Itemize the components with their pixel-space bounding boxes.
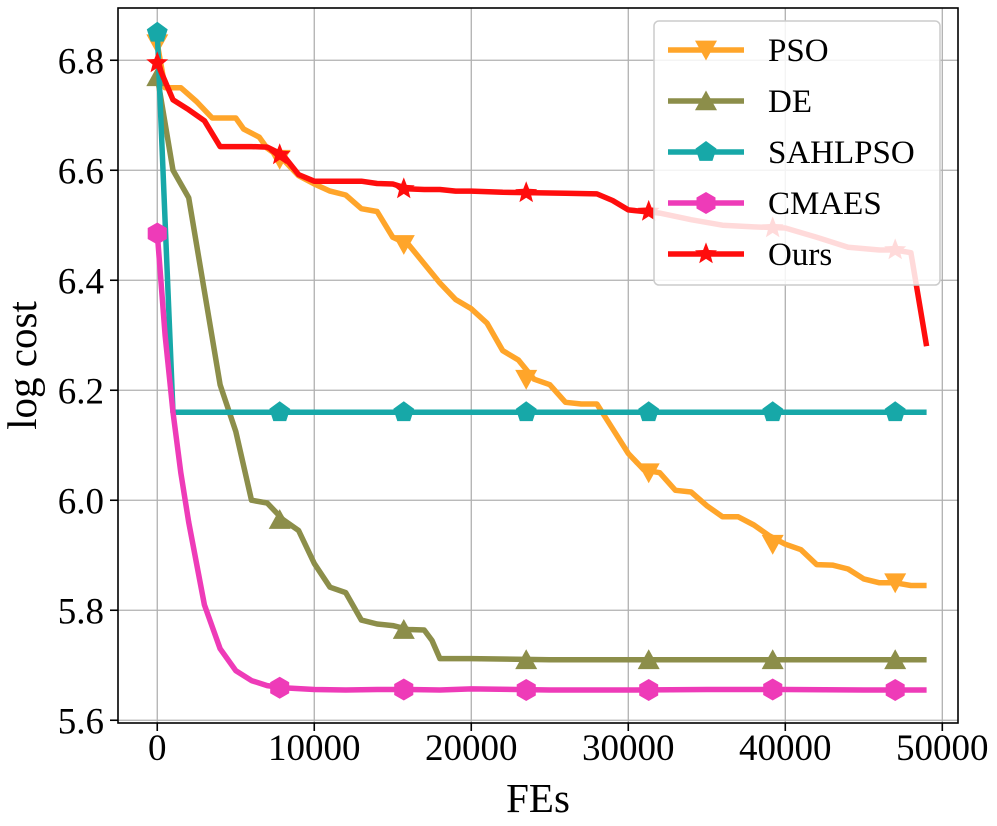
legend-marker-de [695,90,717,111]
data-point-sahlpso [269,401,291,422]
x-tick-label: 50000 [896,728,989,769]
x-tick-label: 40000 [739,728,832,769]
data-point-de [392,619,415,639]
series-cmaes [147,222,927,701]
x-tick-label: 0 [148,728,167,769]
data-point-sahlpso [762,401,784,422]
legend-entry-de: DE [668,84,812,120]
y-tick-label: 6.0 [58,481,104,522]
y-tick-label: 6.2 [58,371,104,412]
legend-label-ours: Ours [768,237,832,273]
data-point-sahlpso [393,401,415,422]
data-point-de [884,649,907,670]
data-point-pso [637,463,660,484]
series-layer [146,21,930,701]
x-axis-title: FEs [506,775,570,821]
data-point-cmaes [639,679,659,701]
legend-marker-pso [695,40,717,61]
data-point-pso [761,534,784,555]
data-point-de [761,649,784,670]
data-point-sahlpso [146,21,168,42]
y-tick-label: 6.4 [58,261,104,302]
y-tick-label: 5.8 [58,591,104,632]
legend-entry-pso: PSO [668,33,829,69]
legend-label-cmaes: CMAES [768,186,882,222]
x-tick-label: 10000 [268,728,361,769]
legend-marker-cmaes [696,192,716,214]
tick-layer: 0 10000 20000 30000 40000 50000 5.6 5.8 6.0 6.2 6.… [58,41,989,769]
data-point-de [637,649,660,670]
data-point-cmaes [516,679,536,701]
data-point-pso [884,573,907,594]
y-axis-title: log cost [0,301,45,430]
data-point-pso [392,235,415,255]
data-point-cmaes [147,222,167,245]
legend-marker-ours [695,242,717,264]
data-point-ours [268,143,291,165]
plot-frame [117,7,959,724]
data-point-ours [392,177,415,199]
y-tick-label: 5.6 [58,701,104,742]
data-point-sahlpso [515,401,537,422]
series-line-pso [154,43,927,589]
y-tick-label: 6.6 [58,151,104,192]
data-point-ours [515,181,538,203]
legend-label-sahlpso: SAHLPSO [768,135,915,171]
legend-marker-sahlpso [695,141,717,161]
data-point-pso [515,369,538,390]
legend-entry-ours: Ours [668,237,832,273]
data-point-cmaes [763,678,783,701]
data-point-ours [637,199,660,221]
data-point-de [515,649,538,670]
legend-entry-cmaes: CMAES [668,186,882,222]
data-point-ours [146,51,169,73]
series-line-de [154,76,927,663]
x-tick-label: 30000 [582,728,675,769]
data-point-cmaes [885,679,905,701]
data-point-de [268,509,291,529]
data-point-sahlpso [884,401,906,422]
legend-label-pso: PSO [768,33,829,69]
legend-entry-sahlpso: SAHLPSO [668,135,915,171]
legend-box [653,20,941,286]
y-tick-label: 6.8 [58,41,104,82]
legend-label-de: DE [768,84,812,120]
x-tick-label: 20000 [425,728,518,769]
series-line-cmaes [154,233,927,693]
data-point-cmaes [394,678,414,701]
data-point-cmaes [270,676,290,699]
legend: PSO DE SAHLPSO CMAES Ours [653,20,941,286]
data-point-sahlpso [638,401,660,422]
